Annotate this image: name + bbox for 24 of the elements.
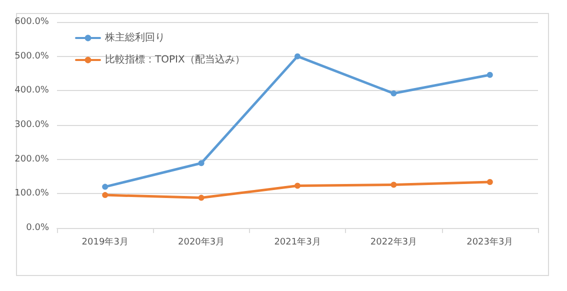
x-tick-label: 2021年3月 xyxy=(274,236,321,248)
point xyxy=(102,192,108,198)
y-tick-label: 500.0% xyxy=(14,51,50,62)
point xyxy=(294,182,300,189)
point xyxy=(294,53,300,60)
point xyxy=(486,178,493,185)
x-tick-label: 2023年3月 xyxy=(466,236,514,248)
point xyxy=(198,194,204,201)
x-tick-label: 2022年3月 xyxy=(370,236,418,248)
point xyxy=(486,72,493,78)
legend-label: 株主総利回り xyxy=(104,32,165,44)
y-tick-label: 400.0% xyxy=(14,86,50,96)
point xyxy=(390,90,397,96)
y-tick-label: 200.0% xyxy=(14,154,50,164)
x-tick-label: 2020年3月 xyxy=(178,236,225,248)
legend-label: 比較指標：TOPIX（配当込み） xyxy=(105,54,245,66)
point xyxy=(198,160,204,166)
y-tick-label: 100.0% xyxy=(14,188,50,199)
x-tick-label: 2019年3月 xyxy=(82,236,128,248)
y-tick-label: 600.0% xyxy=(14,17,50,27)
point xyxy=(390,182,397,188)
y-tick-label: 300.0% xyxy=(14,120,50,130)
point xyxy=(102,184,108,190)
y-tick-label: 0.0% xyxy=(26,223,50,233)
